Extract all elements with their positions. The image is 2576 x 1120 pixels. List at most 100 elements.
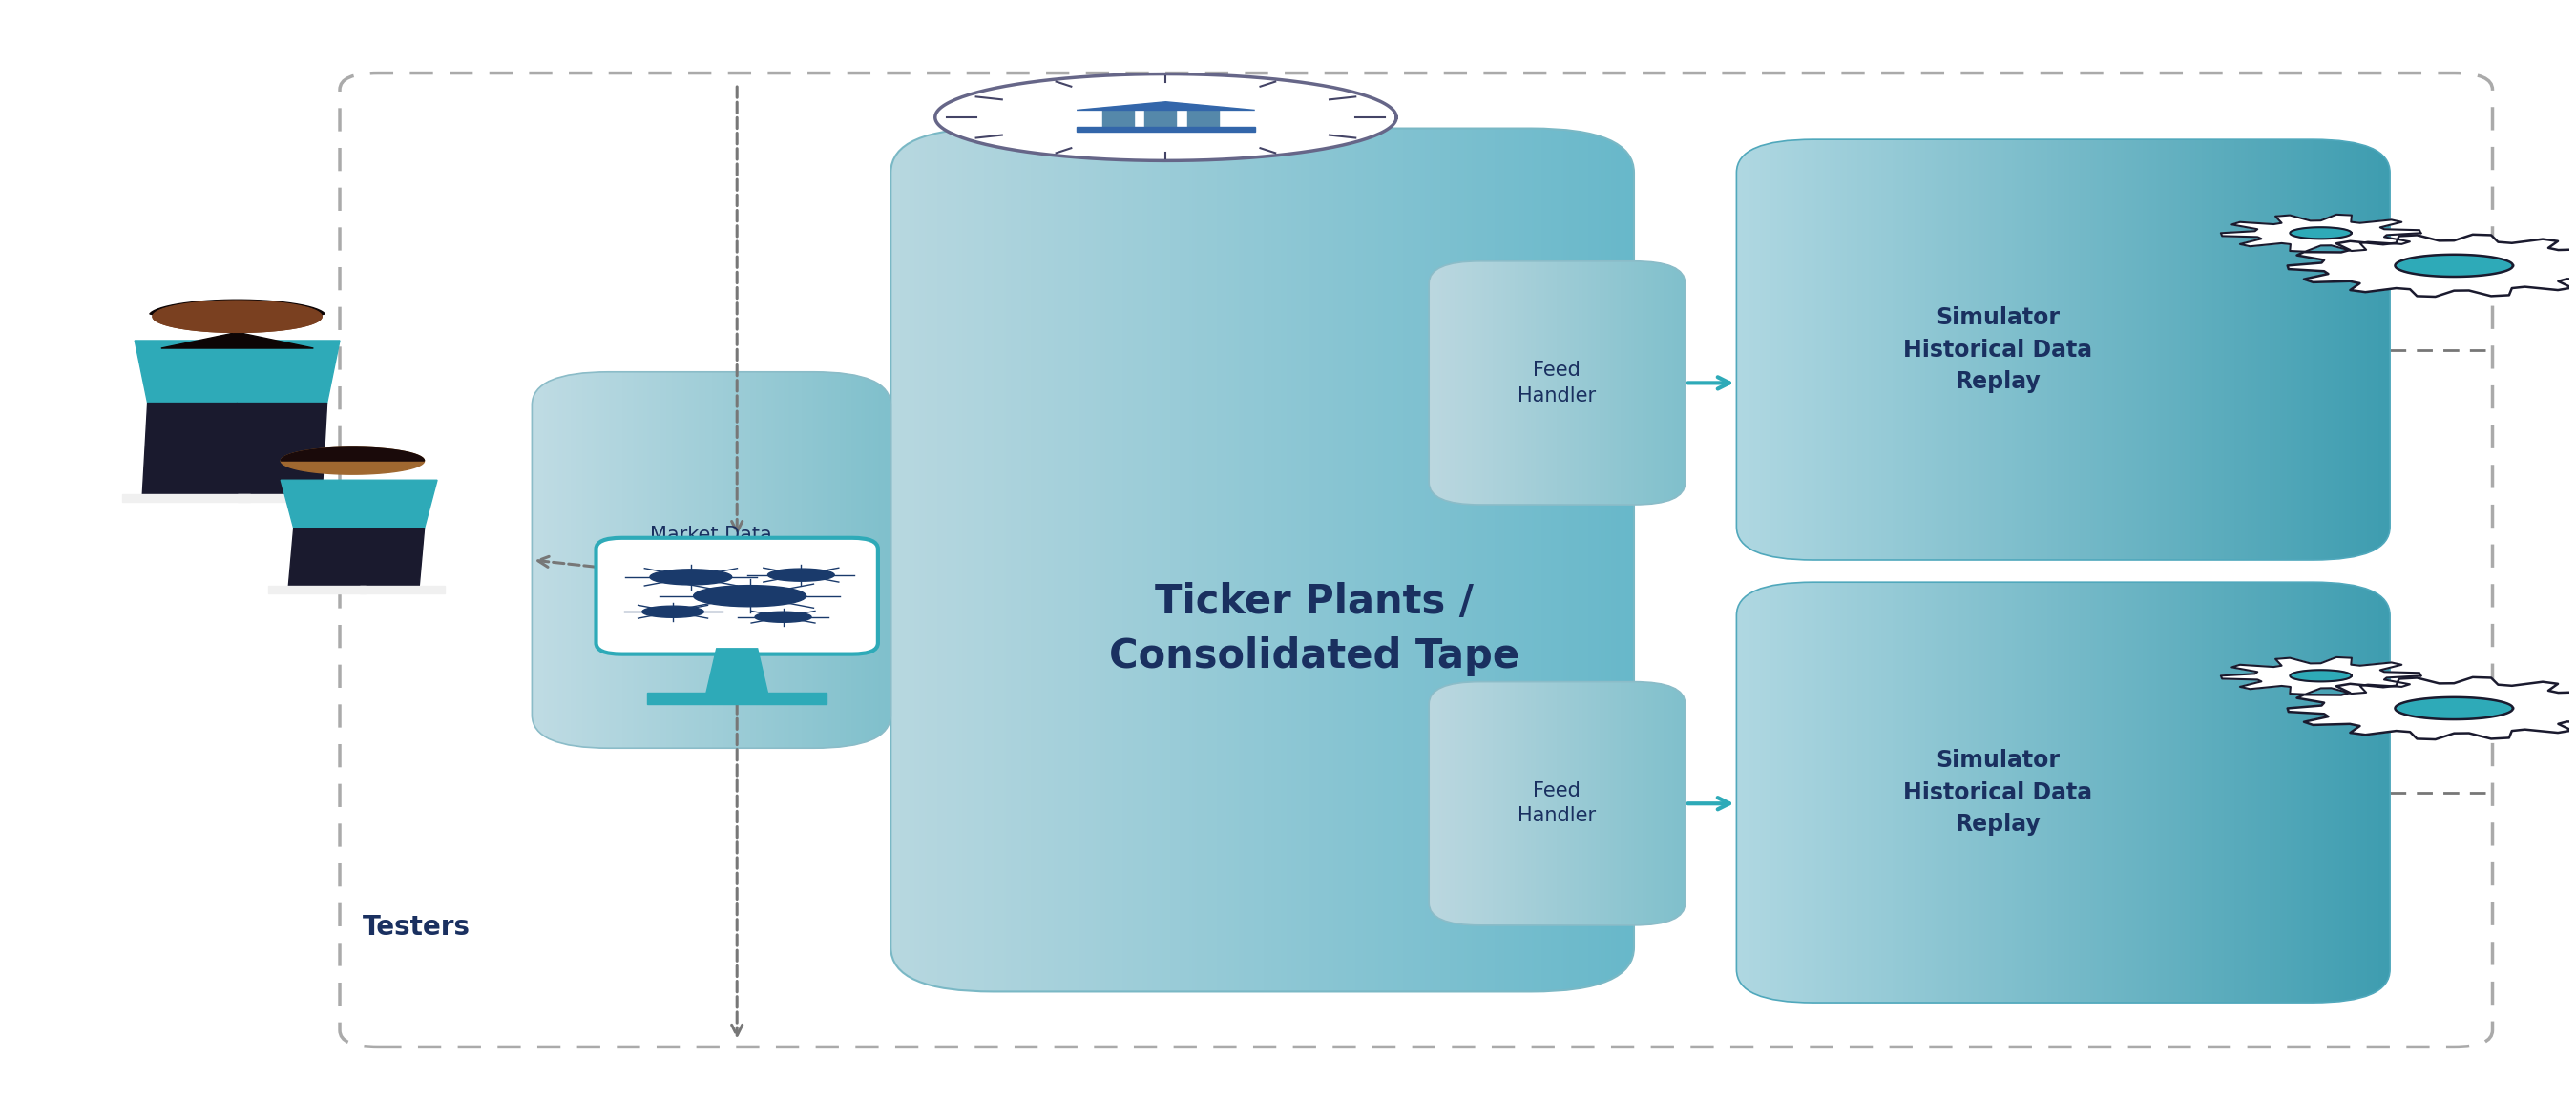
Bar [1231,129,1236,991]
Bar [1651,261,1654,505]
Bar [1759,582,1765,1002]
Bar [2177,139,2182,560]
Bar [1780,582,1785,1002]
Bar [1481,261,1484,505]
Bar [1432,261,1435,505]
Bar [652,372,657,748]
Bar [1334,129,1340,991]
Bar [1468,261,1471,505]
Bar [992,129,997,991]
Bar [1654,682,1656,925]
Bar [1494,261,1497,505]
Bar [1587,261,1589,505]
Bar [2218,139,2223,560]
Bar [2195,582,2200,1002]
Bar [675,372,677,748]
Bar [1744,139,1749,560]
Bar [1548,261,1553,505]
Bar [1473,261,1476,505]
Bar [1494,682,1499,925]
Bar [2313,582,2318,1002]
Bar [1296,129,1301,991]
Bar [1620,261,1623,505]
Bar [2329,582,2334,1002]
Bar [1012,129,1018,991]
Bar [1571,261,1577,505]
Bar [1476,261,1481,505]
Bar [2050,582,2056,1002]
Bar [778,372,781,748]
Bar [1499,261,1502,505]
Bar [1643,261,1649,505]
Bar [2076,582,2081,1002]
Bar [2069,139,2074,560]
Bar [1924,582,1929,1002]
Bar [1597,261,1600,505]
Bar [817,372,822,748]
Bar [1870,139,1875,560]
Bar [1682,261,1685,505]
Bar [714,372,719,748]
Bar [554,372,556,748]
Bar [1978,139,1984,560]
Bar [1613,261,1615,505]
Polygon shape [935,74,1396,160]
Bar [1911,139,1917,560]
Bar [2182,582,2187,1002]
Bar [2154,139,2156,560]
Bar [788,372,791,748]
Bar [842,372,848,748]
Bar [1520,261,1525,505]
Bar [1669,261,1672,505]
Bar [1994,582,1999,1002]
Bar [1620,261,1625,505]
Bar [1435,682,1440,925]
Bar [1149,129,1154,991]
Bar [1445,682,1450,925]
Bar [881,372,886,748]
Bar [1515,682,1517,925]
Bar [1481,129,1486,991]
Bar [698,372,701,748]
Bar [801,372,806,748]
Bar [1481,682,1484,925]
Bar [842,372,845,748]
Bar [1437,261,1440,505]
Bar [1497,129,1502,991]
Bar [701,372,703,748]
Bar [1958,139,1960,560]
Bar [866,372,868,748]
Bar [2043,582,2048,1002]
Bar [2094,582,2099,1002]
Bar [1512,261,1517,505]
Bar [1561,261,1564,505]
Bar [629,372,634,748]
Bar [1100,129,1105,991]
Bar [1991,582,1996,1002]
Bar [1628,261,1631,505]
Bar [1615,261,1620,505]
Bar [1837,139,1842,560]
Bar [1522,682,1525,925]
Bar [2012,139,2017,560]
Bar [835,372,837,748]
Bar [1450,261,1453,505]
Bar [1602,261,1605,505]
Bar [2285,582,2290,1002]
Bar [549,372,551,748]
Bar [1577,129,1582,991]
Bar [1651,682,1654,925]
Bar [1571,682,1574,925]
Bar [1646,261,1649,505]
Bar [1754,139,1759,560]
Bar [1615,682,1618,925]
Bar [1113,129,1118,991]
Bar [1285,129,1291,991]
Bar [1674,261,1680,505]
Bar [1610,682,1613,925]
Bar [2246,582,2251,1002]
Bar [1579,261,1582,505]
Bar [2308,139,2313,560]
Bar [2125,139,2130,560]
Bar [1188,110,1218,127]
